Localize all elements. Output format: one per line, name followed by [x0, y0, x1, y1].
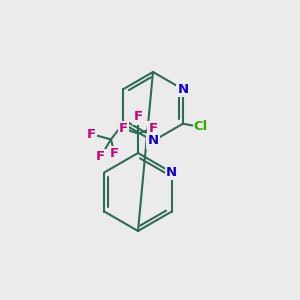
Text: F: F — [148, 122, 158, 135]
Text: N: N — [177, 83, 188, 96]
Text: N: N — [166, 166, 177, 179]
Text: N: N — [147, 134, 159, 148]
Text: F: F — [96, 150, 105, 163]
Text: F: F — [87, 128, 96, 141]
Text: F: F — [118, 122, 128, 135]
Text: F: F — [110, 147, 119, 160]
Text: F: F — [134, 110, 142, 124]
Text: Cl: Cl — [194, 120, 208, 134]
